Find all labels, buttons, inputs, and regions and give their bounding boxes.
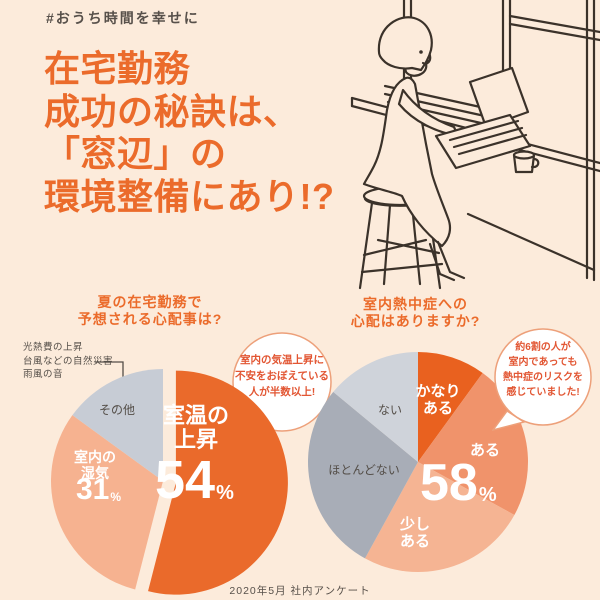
other-breakdown-labels: 光熱費の上昇 台風などの自然災害 雨風の音 — [23, 341, 113, 382]
pie-slice-ほとんどない — [308, 391, 418, 559]
pie-slice-ある — [418, 373, 528, 515]
woman-icon — [362, 16, 466, 282]
slice-percent-number: 54 — [155, 450, 216, 510]
slice-label-line: 室温の — [162, 403, 229, 428]
callout-line: 不安をおぼえている — [235, 370, 329, 382]
window-workspace-illustration — [350, 0, 600, 290]
right-chart-title-line: 心配はありますか? — [350, 313, 481, 329]
slice-value-room-temp: 54 % — [155, 450, 234, 510]
pie-slice-かなりある — [418, 352, 483, 462]
slice-label-sukoshi-aru: 少し ある — [389, 516, 441, 550]
pie-slice-その他 — [72, 369, 163, 481]
callout-line: 室内の気温上昇に — [240, 354, 324, 366]
highlight-value: 58 % — [420, 454, 497, 512]
slice-label-aru: ある — [469, 442, 500, 459]
callout-line: 感じていました! — [506, 387, 580, 398]
headline: 在宅勤務 成功の秘訣は、 「窓辺」の 環境整備にあり!? — [44, 48, 334, 218]
summer-concerns-pie-chart — [50, 369, 288, 595]
left-callout-text: 室内の気温上昇に 不安をおぼえている 人が半数以上! — [233, 352, 331, 400]
highlight-percent-number: 58 — [420, 454, 478, 512]
callout-line: 約6割の人が — [515, 342, 571, 353]
breakdown-label: 台風などの自然災害 — [23, 355, 114, 367]
pie-slice-ない — [333, 352, 418, 462]
headline-line: 在宅勤務 — [44, 48, 191, 89]
percent-sign: % — [110, 490, 122, 504]
callout-line: 室内であっても — [508, 357, 578, 368]
right-callout-bubble — [492, 328, 592, 432]
slice-label-line: ある — [422, 400, 453, 417]
slice-label-nai: ない — [377, 403, 402, 417]
slice-label-room-temp: 室温の 上昇 — [143, 404, 249, 452]
headline-line: 「窓辺」の — [44, 133, 227, 174]
left-chart-title: 夏の在宅勤務で 予想される心配事は? — [55, 294, 245, 328]
right-callout-text: 約6割の人が 室内であっても 熱中症のリスクを 感じていました! — [497, 340, 589, 400]
slice-label-hotondo-nai: ほとんどない — [328, 463, 400, 477]
callout-line: 人が半数以上! — [248, 386, 316, 398]
slice-percent-number: 31 — [76, 473, 110, 506]
pie-slice-室内の湿気 — [50, 415, 163, 590]
slice-label-line: 湿気 — [81, 465, 109, 481]
slice-label-line: 少し — [399, 516, 430, 533]
heatstroke-worry-pie-chart — [308, 352, 528, 572]
pie-slice-少しある — [365, 462, 515, 572]
breakdown-label: 雨風の音 — [23, 369, 64, 380]
left-chart-title-line: 夏の在宅勤務で — [97, 294, 203, 310]
slice-label-humidity: 室内の 湿気 — [57, 449, 133, 481]
headline-line: 成功の秘訣は、 — [44, 90, 300, 132]
slice-label-line: 上昇 — [173, 427, 218, 452]
slice-label-line: かなり — [415, 383, 461, 400]
pie-slice-室温の上昇 — [148, 370, 288, 595]
hashtag: #おうち時間を幸せに — [46, 10, 200, 26]
slice-label-other: その他 — [98, 403, 135, 417]
slice-value-humidity: 31 % — [76, 473, 122, 506]
slice-label-kanari-aru: かなり ある — [407, 383, 469, 417]
right-chart-title-line: 室内熱中症への — [363, 296, 468, 312]
breakdown-label: 光熱費の上昇 — [23, 342, 84, 353]
laptop-icon — [434, 66, 532, 170]
survey-source-note: 2020年5月 社内アンケート — [229, 585, 371, 597]
right-chart-title: 室内熱中症への 心配はありますか? — [318, 296, 513, 330]
mug-icon — [512, 150, 540, 174]
percent-sign: % — [216, 482, 234, 504]
headline-line: 環境整備にあり!? — [44, 175, 335, 217]
left-chart-title-line: 予想される心配事は? — [77, 311, 223, 327]
callout-line: 熱中症のリスクを — [503, 372, 583, 383]
slice-label-line: 室内の — [74, 449, 116, 465]
slice-label-line: ある — [399, 533, 430, 550]
percent-sign: % — [478, 484, 497, 506]
